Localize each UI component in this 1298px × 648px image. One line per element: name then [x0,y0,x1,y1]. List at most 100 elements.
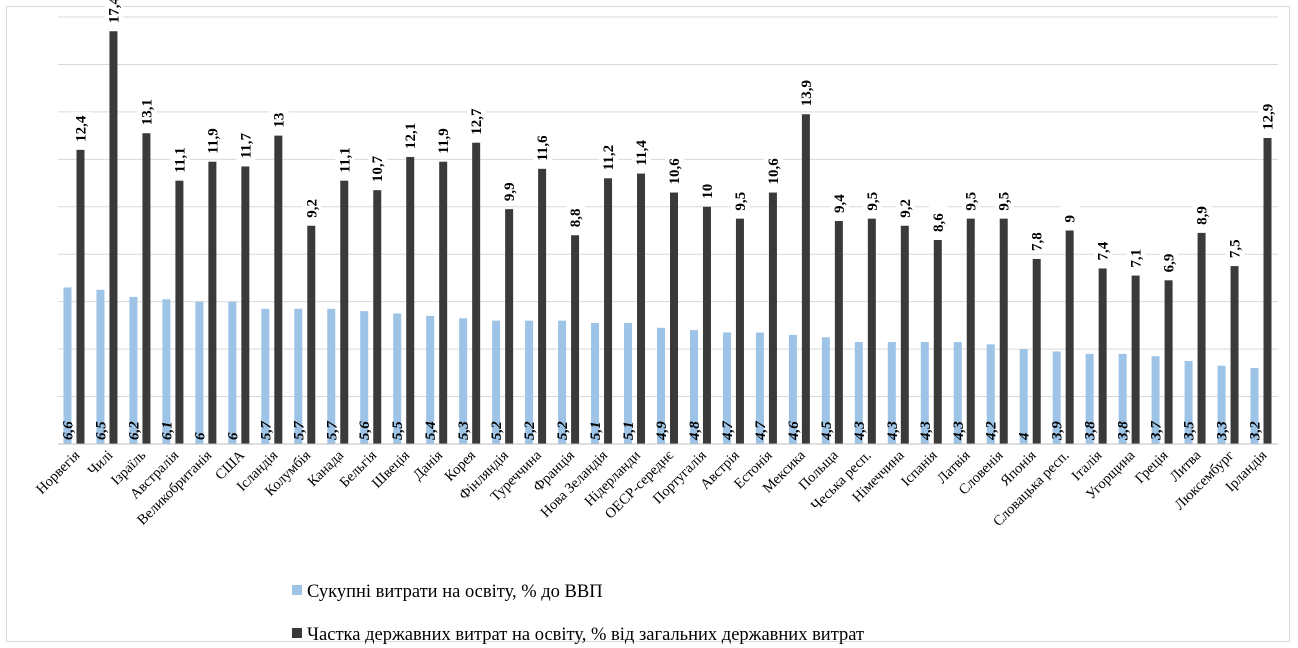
data-label-total: 4,3 [885,421,901,441]
bar-share-20 [702,206,711,444]
data-label-total: 3,7 [1149,421,1165,441]
data-label-bg [434,123,454,156]
data-label-total: 4,7 [753,421,769,441]
value-labels: 6,6 12,4 6,5 17,4 6,2 13,1 6,1 11,1 6 11,9 6 11,7 5,… [60,0,1278,441]
bar-share-23 [801,114,810,444]
bar-share-24 [834,221,843,444]
bar-total-25 [854,341,863,444]
data-label-share: 9,2 [304,199,320,218]
bar-share-15 [538,168,547,445]
bar-total-29 [986,344,995,444]
data-label-share: 13 [271,113,287,128]
data-label-bg [730,180,750,213]
data-label-total: 5,2 [489,421,505,440]
data-label-bg [401,118,421,151]
data-label-total: 5,6 [357,421,373,440]
data-label-total: 5,1 [588,421,604,440]
bar-total-13 [459,318,468,444]
bar-share-28 [966,218,975,444]
data-label-share: 13,1 [139,99,155,125]
data-label-share: 9,2 [898,199,914,218]
bar-share-14 [505,209,514,444]
legend-swatch-share [292,628,302,638]
bar-share-32 [1098,268,1107,444]
data-label-share: 9,5 [964,192,980,211]
bar-share-36 [1230,266,1239,444]
bar-total-1 [63,287,72,444]
data-label-total: 3,8 [1083,421,1099,441]
data-label-share: 11,1 [172,147,188,172]
data-label-total: 5,7 [258,421,274,440]
data-label-total: 5,4 [423,421,439,440]
bar-total-20 [689,330,698,444]
bar-share-4 [175,180,184,444]
bar-total-30 [1019,349,1028,444]
bar-total-24 [821,337,830,444]
data-label-total: 6,1 [159,421,175,440]
data-label-share: 12,9 [1261,104,1277,130]
bar-share-13 [472,142,481,444]
data-label-share: 11,2 [601,145,617,170]
bar-share-22 [768,192,777,444]
bar-share-19 [670,192,678,444]
data-label-total: 6,2 [126,421,142,440]
data-label-bg [170,142,190,175]
x-tick-label: Данія [410,447,446,483]
gridlines [58,16,1278,398]
data-label-total: 5,7 [324,421,340,440]
data-label-share: 6,9 [1162,254,1178,273]
data-label-bg [862,180,882,213]
data-label-share: 12,1 [403,123,419,149]
data-label-total: 3,5 [1182,421,1198,441]
data-label-total: 3,8 [1116,421,1132,441]
bar-share-6 [241,166,250,444]
bar-total-32 [1085,353,1094,444]
bar-share-18 [637,173,646,445]
bar-total-27 [920,341,929,444]
bar-share-29 [999,218,1008,444]
data-label-total: 4,8 [687,421,703,441]
bar-share-27 [933,239,942,444]
data-label-share: 11,7 [238,133,254,159]
x-axis: Норвегія ЧиліІзраїльАвстраліяВеликобритан… [33,443,1278,530]
data-label-share: 10,6 [667,158,683,185]
data-label-share: 11,1 [337,147,353,172]
bar-share-5 [208,161,217,444]
data-label-total: 4,7 [720,421,736,441]
data-label-bg [566,197,586,230]
bar-share-1 [76,149,85,444]
data-label-total: 5,2 [522,421,538,440]
data-label-bg [500,171,520,204]
data-label-bg [763,154,783,187]
bar-total-34 [1151,356,1160,444]
data-label-share: 9,4 [832,194,848,213]
data-label-bg [1225,228,1245,261]
data-label-total: 4,3 [918,421,934,441]
data-label-share: 11,9 [205,128,221,153]
data-label-share: 8,9 [1195,206,1211,225]
bar-share-11 [406,156,415,444]
data-label-bg [302,187,322,220]
bar-total-17 [591,323,600,444]
data-label-bg [203,123,223,156]
bar-share-31 [1065,230,1074,444]
bar-total-9 [327,308,336,444]
data-label-total: 5,1 [621,421,637,440]
data-label-bg [1027,220,1047,253]
data-label-share: 9,9 [502,182,518,201]
bar-total-3 [129,296,138,444]
data-label-total: 5,7 [291,421,307,440]
bar-total-2 [96,289,105,444]
data-label-share: 10,7 [370,155,386,182]
data-label-bg [104,0,124,26]
data-label-share: 11,6 [535,135,551,161]
bar-total-26 [887,341,896,444]
data-label-bg [928,201,948,234]
data-label-bg [829,183,849,216]
bar-total-5 [195,301,204,444]
data-label-bg [236,128,256,161]
bar-share-17 [604,178,613,445]
bar-total-10 [360,311,369,444]
bar-share-3 [142,133,151,444]
